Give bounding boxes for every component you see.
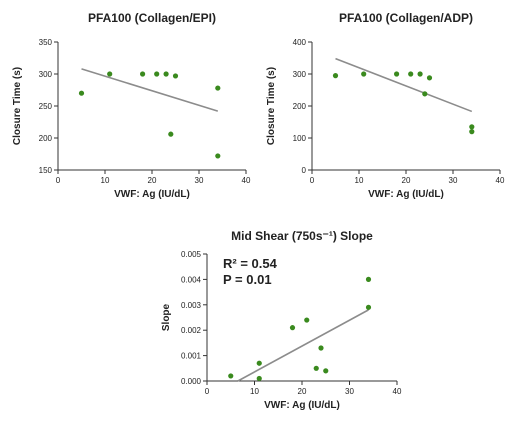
x-tick-label: 40 [242,176,251,185]
data-point [107,71,113,77]
x-tick-label: 0 [56,176,61,185]
data-point [365,276,372,282]
y-tick-label: 0.002 [181,326,202,335]
y-tick-label: 350 [39,38,53,47]
data-point [332,73,339,79]
y-tick-label: 200 [39,134,53,143]
y-tick-label: 300 [39,70,53,79]
y-tick-label: 0.004 [181,275,202,284]
data-point [422,91,428,97]
y-tick-label: 300 [293,70,307,79]
x-tick-label: 30 [195,176,204,185]
y-axis-label: Closure Time (s) [12,67,23,145]
x-tick-label: 20 [402,176,411,185]
x-tick-label: 0 [205,387,210,396]
data-point [408,71,414,77]
data-point [172,73,179,79]
data-point [323,368,329,374]
x-tick-label: 30 [345,387,354,396]
trend-line [335,57,473,113]
trend-line [237,309,369,382]
stat-annotation: P = 0.01 [223,272,272,287]
data-point [215,153,221,159]
x-tick-label: 30 [449,176,458,185]
chart-c3: Mid Shear (750s⁻¹) Slope 0 10 20 30 40 0.000 0.… [161,229,402,411]
data-point [361,71,367,77]
chart-c2: PFA100 (Collagen/ADP)0 10 20 30 400100200300… [266,11,505,200]
chart-title: PFA100 (Collagen/EPI) [88,11,216,25]
trend-line [81,68,219,112]
x-tick-label: 10 [355,176,364,185]
stat-annotation: R² = 0.54 [223,256,278,271]
data-point [417,71,423,77]
data-point [78,90,85,96]
data-point [469,129,475,135]
y-tick-label: 200 [293,102,307,111]
y-axis-label: Closure Time (s) [266,67,277,145]
data-point [304,317,310,323]
x-tick-label: 10 [101,176,110,185]
chart-title: Mid Shear (750s⁻¹) Slope [231,229,373,243]
data-point [394,71,400,77]
data-point [228,373,234,379]
data-point [426,75,433,81]
y-tick-label: 250 [39,102,53,111]
x-tick-label: 10 [250,387,259,396]
y-tick-label: 150 [39,166,53,175]
x-tick-label: 20 [298,387,307,396]
data-point [289,325,296,331]
data-point [469,124,475,130]
data-point [313,365,319,371]
data-point [140,71,146,77]
y-tick-label: 400 [293,38,307,47]
y-tick-label: 0 [302,166,307,175]
x-tick-label: 40 [393,387,402,396]
y-axis-label: Slope [161,303,172,331]
data-point [256,360,262,366]
y-tick-label: 0.000 [181,377,202,386]
y-tick-label: 100 [293,134,307,143]
x-tick-label: 40 [496,176,505,185]
data-point [163,71,169,77]
chart-c1: PFA100 (Collagen/EPI) 0 10 20 30 40 150 200 250 3… [12,11,251,200]
x-tick-label: 0 [310,176,315,185]
y-tick-label: 0.003 [181,301,202,310]
data-point [154,71,160,77]
data-point [365,304,372,310]
y-tick-label: 0.005 [181,250,202,259]
y-tick-label: 0.001 [181,352,202,361]
x-axis-label: VWF: Ag (IU/dL) [368,189,444,200]
x-axis-label: VWF: Ag (IU/dL) [114,189,190,200]
data-point [168,131,174,137]
x-axis-label: VWF: Ag (IU/dL) [264,400,340,411]
chart-title: PFA100 (Collagen/ADP) [339,11,473,25]
data-point [215,85,221,91]
x-tick-label: 20 [148,176,157,185]
data-point [318,345,324,351]
data-point [256,375,262,382]
